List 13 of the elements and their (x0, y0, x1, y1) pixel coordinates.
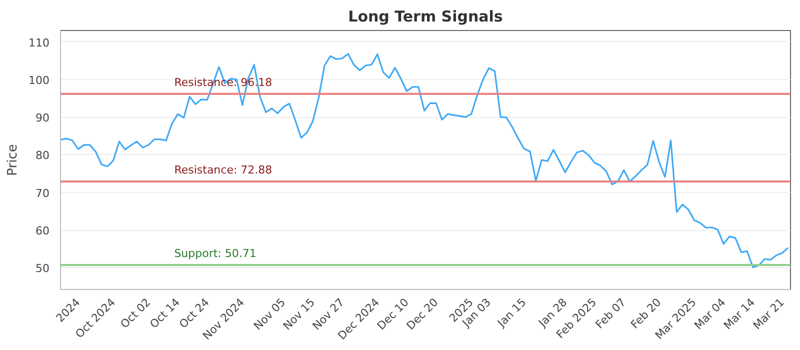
x-tick-label: Jan 15 (494, 296, 529, 330)
line-series (60, 53, 789, 268)
y-tick-label: 50 (36, 262, 50, 276)
y-axis-title: Price (6, 144, 21, 176)
y-tick-label: 60 (36, 224, 50, 238)
y-tick-label: 100 (28, 74, 50, 87)
y-tick-label: 70 (36, 186, 50, 200)
chart-title: Long Term Signals (348, 8, 503, 26)
ref-line-label: Resistance: 72.88 (174, 164, 272, 177)
y-tick-label: 80 (36, 149, 50, 162)
y-tick-label: 90 (36, 112, 50, 125)
ref-line-label: Support: 50.71 (174, 246, 256, 260)
y-tick-label: 110 (28, 36, 50, 50)
